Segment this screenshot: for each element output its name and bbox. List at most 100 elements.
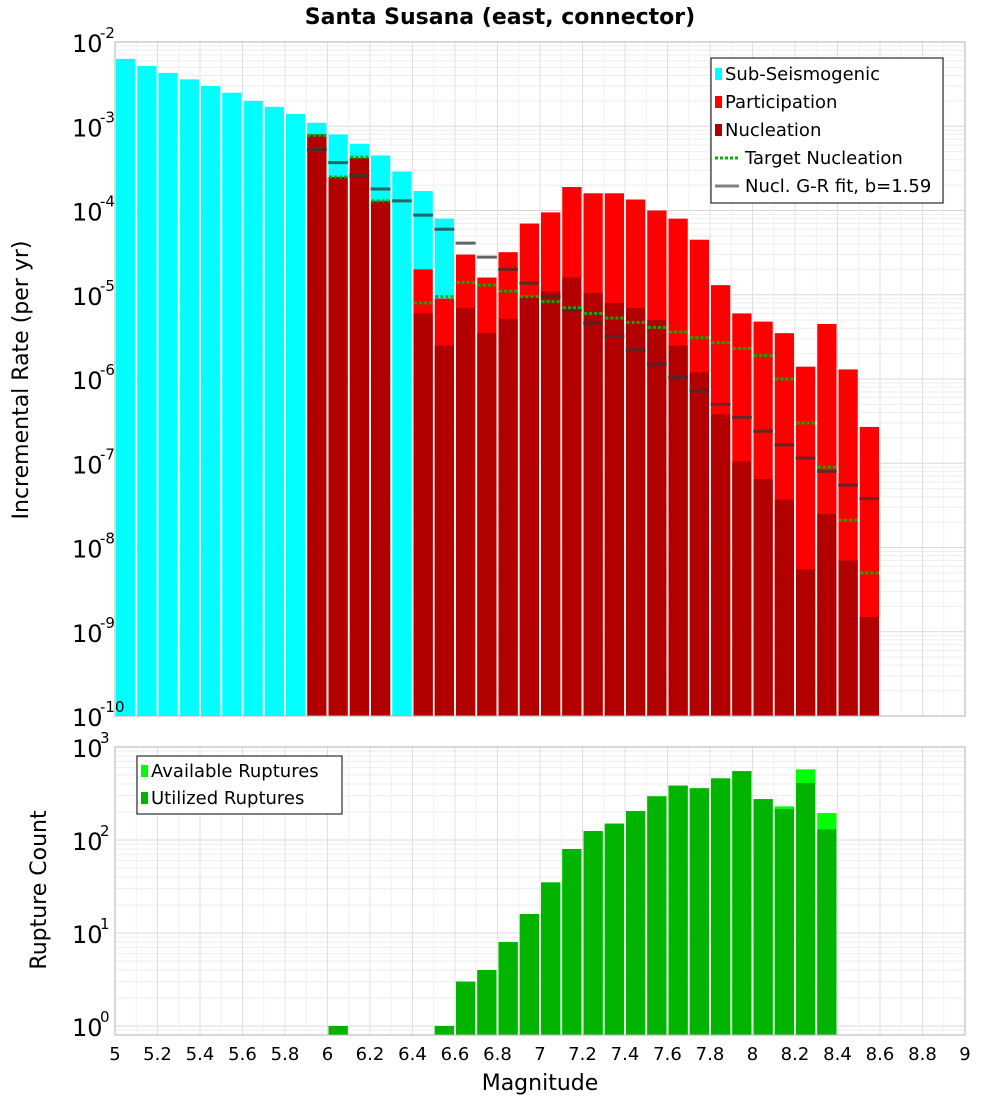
y-tick-label-exponent: -8: [100, 530, 115, 548]
y-tick-label-exponent: -7: [100, 445, 115, 463]
utilized-ruptures-bar: [796, 783, 816, 1035]
y-tick-label-exponent: -6: [100, 361, 115, 379]
nucleation-bar: [456, 307, 476, 716]
sub-seismogenic-bar: [264, 106, 284, 717]
utilized-ruptures-bar: [583, 830, 603, 1035]
sub-seismogenic-bar: [116, 58, 136, 716]
nucleation-bar: [817, 513, 837, 716]
utilized-ruptures-bar: [604, 823, 624, 1035]
nucleation-bar: [498, 318, 518, 716]
y-tick-label-base: 10: [72, 828, 103, 856]
utilized-ruptures-bar: [668, 785, 688, 1035]
nucleation-bar: [647, 320, 667, 716]
nucleation-bar: [349, 157, 369, 717]
utilized-ruptures-bar: [456, 981, 476, 1035]
nucleation-bar: [711, 414, 731, 716]
top-plot-area: 10-1010-910-810-710-610-510-410-310-2Sub…: [72, 24, 966, 732]
nucleation-bar: [796, 569, 816, 716]
y-tick-label-base: 10: [72, 114, 103, 142]
sub-seismogenic-bar: [137, 65, 157, 717]
x-tick-label: 8.6: [866, 1044, 895, 1065]
sub-seismogenic-bar: [158, 72, 178, 717]
x-tick-label: 5: [109, 1044, 120, 1065]
nucleation-bar: [689, 372, 709, 716]
legend-swatch: [715, 96, 722, 108]
y-tick-label-base: 10: [72, 283, 103, 311]
x-tick-label: 6: [322, 1044, 333, 1065]
legend-label: Nucleation: [725, 120, 821, 141]
x-tick-label: 6.8: [483, 1044, 512, 1065]
y-tick-label-exponent: -3: [100, 108, 115, 126]
plot-frame: [114, 41, 966, 717]
x-tick-label: 8.4: [823, 1044, 852, 1065]
x-tick-label: 7.8: [696, 1044, 725, 1065]
x-tick-label: 8.8: [908, 1044, 937, 1065]
nucleation-bar: [328, 176, 348, 716]
x-tick-label: 7.4: [611, 1044, 640, 1065]
x-tick-label: 5.2: [143, 1044, 172, 1065]
x-tick-label: 6.2: [356, 1044, 385, 1065]
legend-label: Utilized Ruptures: [151, 788, 304, 809]
sub-seismogenic-bar: [222, 92, 242, 716]
legend-label: Nucl. G-R fit, b=1.59: [745, 176, 931, 197]
nucleation-bar: [859, 616, 879, 716]
y-tick-label-exponent: 0: [100, 1008, 110, 1026]
sub-seismogenic-bar: [286, 113, 306, 716]
nucleation-bar: [753, 479, 773, 716]
utilized-ruptures-bar: [711, 778, 731, 1035]
y-tick-label-exponent: 2: [100, 822, 110, 840]
legend-box: [136, 755, 343, 815]
utilized-ruptures-bar: [328, 1025, 348, 1035]
utilized-ruptures-bar: [541, 882, 561, 1035]
utilized-ruptures-bar: [817, 829, 837, 1035]
nucleation-bar: [307, 134, 327, 716]
nucleation-bar: [626, 307, 646, 716]
top-legend: Sub-Seismogenic Participation Nucleation Ta…: [710, 57, 944, 204]
y-tick-label-base: 10: [72, 921, 103, 949]
x-tick-label: 5.8: [271, 1044, 300, 1065]
sub-seismogenic-bar: [179, 79, 199, 716]
x-tick-label: 7.2: [568, 1044, 597, 1065]
y-tick-label-exponent: -4: [100, 193, 115, 211]
nucleation-bar: [519, 296, 539, 716]
legend-label: Sub-Seismogenic: [725, 64, 880, 85]
legend-swatch: [141, 765, 148, 777]
nucleation-bar: [774, 499, 794, 716]
bottom-y-axis-label: Rupture Count: [27, 810, 52, 970]
legend-swatch: [715, 124, 722, 136]
sub-seismogenic-bar: [392, 171, 412, 716]
utilized-ruptures-bar: [753, 799, 773, 1035]
y-tick-label-exponent: -2: [100, 24, 115, 42]
utilized-ruptures-bar: [647, 796, 667, 1035]
utilized-ruptures-bar: [774, 809, 794, 1035]
sub-seismogenic-bar: [201, 86, 221, 716]
legend-box: [710, 57, 944, 204]
top-y-axis-label: Incremental Rate (per yr): [9, 241, 34, 520]
y-tick-label-exponent: 1: [100, 915, 110, 933]
x-tick-label: 6.4: [398, 1044, 427, 1065]
y-tick-label-base: 10: [72, 30, 103, 58]
nucleation-bar: [413, 313, 433, 716]
x-tick-label: 8.2: [781, 1044, 810, 1065]
chart-title: Santa Susana (east, connector): [305, 5, 695, 30]
utilized-ruptures-bar: [498, 942, 518, 1035]
utilized-ruptures-bar: [562, 849, 582, 1035]
legend-label: Participation: [725, 92, 837, 113]
nucleation-bar: [371, 200, 391, 716]
nucleation-bar: [541, 291, 561, 716]
x-tick-label: 6.6: [441, 1044, 470, 1065]
y-tick-label-base: 10: [72, 1014, 103, 1042]
legend-label: Available Ruptures: [151, 761, 319, 782]
legend-swatch: [141, 792, 148, 804]
y-tick-label-base: 10: [72, 735, 103, 763]
y-tick-label-exponent: -10: [100, 698, 125, 716]
nucleation-bar: [434, 345, 454, 716]
nucleation-bar: [583, 292, 603, 716]
y-tick-label-base: 10: [72, 620, 103, 648]
utilized-ruptures-bar: [434, 1025, 454, 1035]
x-tick-label: 9: [959, 1044, 970, 1065]
y-tick-label-exponent: -9: [100, 614, 115, 632]
x-tick-label: 5.4: [186, 1044, 215, 1065]
utilized-ruptures-bar: [477, 969, 497, 1035]
